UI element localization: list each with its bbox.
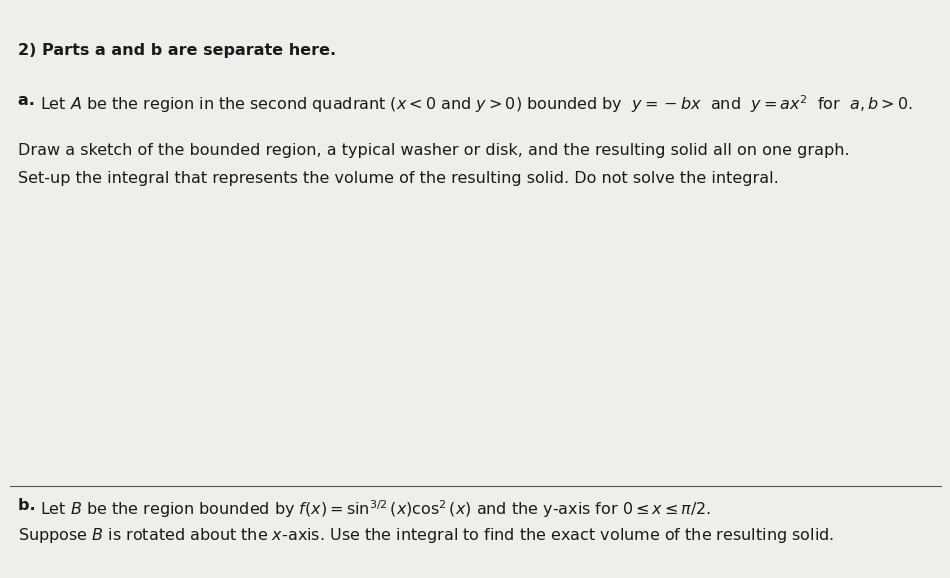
Text: 2) Parts a and b are separate here.: 2) Parts a and b are separate here. xyxy=(18,43,336,58)
Text: Suppose $B$ is rotated about the $x$-axis. Use the integral to find the exact vo: Suppose $B$ is rotated about the $x$-axi… xyxy=(18,526,834,545)
Text: Draw a sketch of the bounded region, a typical washer or disk, and the resulting: Draw a sketch of the bounded region, a t… xyxy=(18,143,849,158)
Text: Let $B$ be the region bounded by $f(x) = \sin^{3/2}(x)\cos^2(x)$ and the y-axis : Let $B$ be the region bounded by $f(x) =… xyxy=(40,498,711,520)
Text: a.: a. xyxy=(18,93,41,108)
Text: Let $A$ be the region in the second quadrant ($x < 0$ and $y > 0$) bounded by  $: Let $A$ be the region in the second quad… xyxy=(40,93,913,114)
Text: b.: b. xyxy=(18,498,41,513)
Text: Set-up the integral that represents the volume of the resulting solid. Do not so: Set-up the integral that represents the … xyxy=(18,171,779,186)
